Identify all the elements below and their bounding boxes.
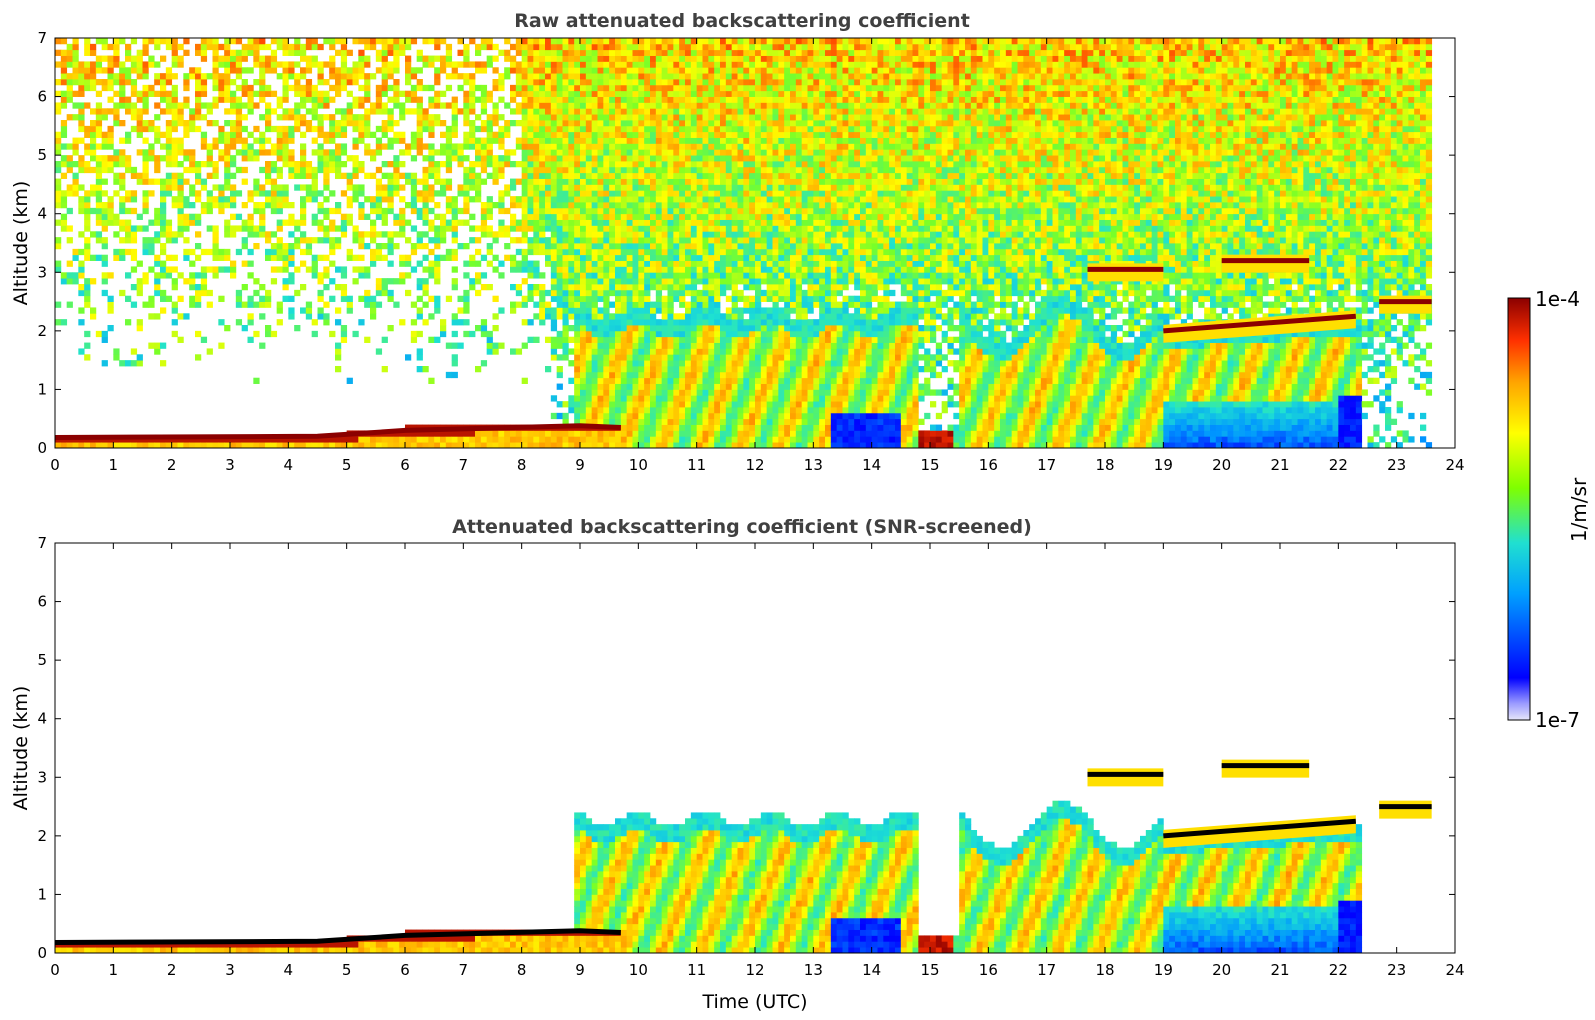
y-axis-label: Altitude (km) (10, 686, 32, 811)
x-tick-label: 23 (1387, 961, 1406, 979)
x-tick-label: 20 (1212, 456, 1231, 474)
x-tick-label: 13 (804, 961, 823, 979)
heatmap-raw (54, 38, 1433, 449)
cloud-layer-mark (1221, 254, 1310, 273)
x-tick-label: 20 (1212, 961, 1231, 979)
x-tick-label: 4 (284, 456, 294, 474)
cloud-layer-mark (1087, 768, 1164, 787)
cloud-base-mark (1163, 818, 1357, 839)
y-tick-label: 4 (37, 205, 47, 223)
y-tick-label: 3 (37, 263, 47, 281)
y-tick-label: 2 (37, 827, 47, 845)
cloud-layer-mark (1379, 295, 1432, 314)
x-tick-label: 2 (167, 961, 177, 979)
cloud-base-mark (1163, 313, 1357, 334)
x-tick-label: 10 (629, 456, 648, 474)
x-tick-label: 17 (1037, 456, 1056, 474)
colorbar-unit-label: 1/m/sr (1567, 477, 1591, 542)
x-tick-label: 11 (687, 961, 706, 979)
y-tick-label: 1 (37, 380, 47, 398)
x-tick-label: 1 (109, 456, 119, 474)
x-tick-label: 8 (517, 961, 527, 979)
panel-title: Attenuated backscattering coefficient (S… (452, 516, 1032, 538)
x-tick-label: 15 (920, 961, 939, 979)
y-tick-label: 2 (37, 322, 47, 340)
x-tick-label: 5 (342, 961, 352, 979)
colorbar-gradient (1507, 297, 1531, 721)
x-tick-label: 18 (1095, 456, 1114, 474)
x-tick-label: 12 (745, 961, 764, 979)
x-tick-label: 14 (862, 456, 881, 474)
x-tick-label: 18 (1095, 961, 1114, 979)
y-tick-label: 6 (37, 593, 47, 611)
x-tick-label: 9 (575, 961, 585, 979)
y-tick-label: 6 (37, 88, 47, 106)
cloud-layer-mark (1087, 263, 1164, 282)
x-tick-label: 1 (109, 961, 119, 979)
colorbar-min-label: 1e-7 (1535, 708, 1580, 732)
colorbar: 1e-4 1e-7 1/m/sr (1507, 287, 1591, 732)
x-tick-label: 2 (167, 456, 177, 474)
y-tick-label: 0 (37, 944, 47, 962)
y-tick-label: 7 (37, 534, 47, 552)
x-tick-label: 11 (687, 456, 706, 474)
x-tick-label: 7 (459, 456, 469, 474)
x-tick-label: 5 (342, 456, 352, 474)
x-tick-label: 15 (920, 456, 939, 474)
x-tick-label: 14 (862, 961, 881, 979)
heatmap-screened (54, 759, 1432, 954)
panel-title: Raw attenuated backscattering coefficien… (514, 10, 970, 32)
x-tick-label: 10 (629, 961, 648, 979)
x-tick-label: 7 (459, 961, 469, 979)
x-tick-label: 8 (517, 456, 527, 474)
y-tick-label: 7 (37, 29, 47, 47)
cloud-layer-mark (1379, 800, 1432, 819)
cloud-layer-mark (1221, 759, 1310, 778)
y-tick-label: 0 (37, 439, 47, 457)
y-tick-label: 4 (37, 710, 47, 728)
x-tick-label: 0 (50, 456, 60, 474)
x-tick-label: 13 (804, 456, 823, 474)
y-tick-label: 3 (37, 768, 47, 786)
x-tick-label: 24 (1445, 456, 1464, 474)
panel-screened: Attenuated backscattering coefficient (S… (10, 516, 1465, 1013)
x-tick-label: 24 (1445, 961, 1464, 979)
x-axis-label: Time (UTC) (701, 991, 807, 1013)
x-tick-label: 4 (284, 961, 294, 979)
x-tick-label: 19 (1154, 961, 1173, 979)
x-tick-label: 6 (400, 961, 410, 979)
x-tick-label: 22 (1329, 961, 1348, 979)
colorbar-max-label: 1e-4 (1535, 287, 1580, 311)
x-tick-label: 19 (1154, 456, 1173, 474)
x-tick-label: 17 (1037, 961, 1056, 979)
boundary-layer-line (54, 928, 621, 945)
x-tick-label: 16 (979, 961, 998, 979)
x-tick-label: 9 (575, 456, 585, 474)
axis-ticks: 0 1 2 3 4 5 6 7 8 9 10 11 12 13 14 15 16 17 18 19 20 21 22 23 24… (37, 534, 1464, 979)
x-tick-label: 6 (400, 456, 410, 474)
y-tick-label: 5 (37, 146, 47, 164)
x-tick-label: 0 (50, 961, 60, 979)
x-tick-label: 23 (1387, 456, 1406, 474)
x-tick-label: 21 (1270, 456, 1289, 474)
x-tick-label: 22 (1329, 456, 1348, 474)
y-tick-label: 1 (37, 885, 47, 903)
y-tick-label: 5 (37, 651, 47, 669)
panel-raw: Raw attenuated backscattering coefficien… (10, 10, 1465, 474)
x-tick-label: 16 (979, 456, 998, 474)
x-tick-label: 3 (225, 456, 235, 474)
axis-ticks: 0 1 2 3 4 5 6 7 8 9 10 11 12 13 14 15 16 17 18 19 20 21 22 23 24… (37, 29, 1464, 474)
y-axis-label: Altitude (km) (10, 181, 32, 306)
x-tick-label: 21 (1270, 961, 1289, 979)
boundary-layer-line (54, 423, 621, 440)
x-tick-label: 3 (225, 961, 235, 979)
x-tick-label: 12 (745, 456, 764, 474)
